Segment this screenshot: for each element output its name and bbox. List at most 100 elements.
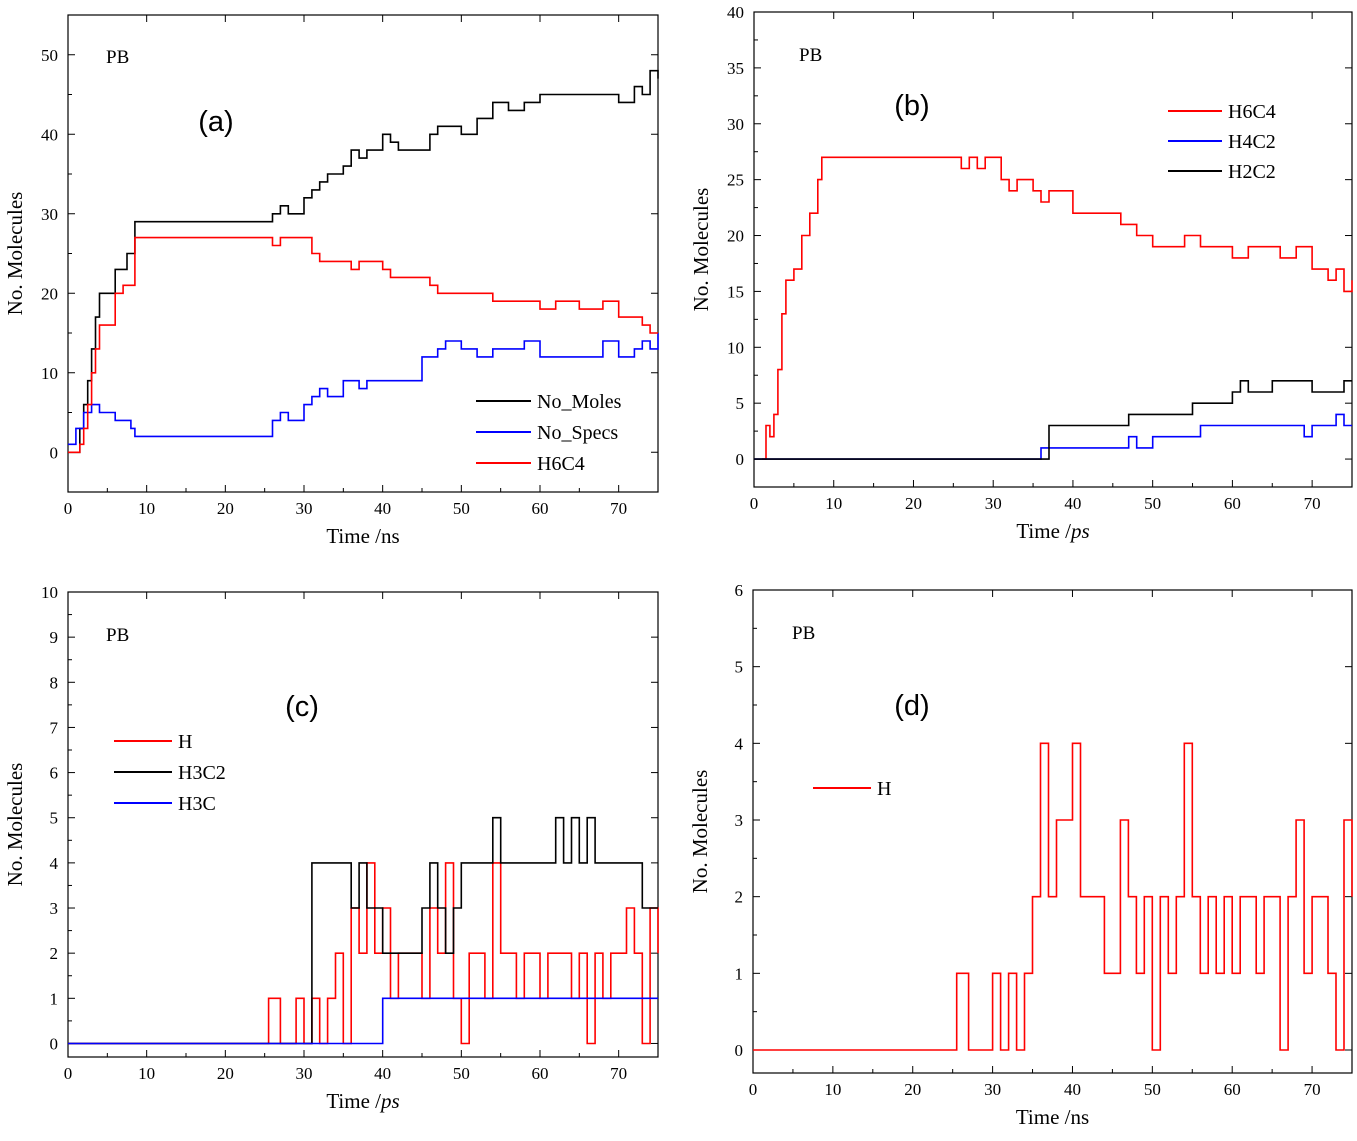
x-tick-label: 0 (750, 494, 759, 513)
y-axis-title: No. Molecules (3, 763, 27, 887)
y-tick-label: 5 (736, 394, 745, 413)
x-tick-label: 40 (374, 1064, 391, 1083)
x-tick-label: 30 (296, 1064, 313, 1083)
y-tick-label: 0 (735, 1041, 744, 1060)
x-tick-label: 40 (1064, 494, 1081, 513)
x-tick-label: 70 (610, 1064, 627, 1083)
x-tick-label: 50 (1144, 494, 1161, 513)
x-tick-label: 40 (374, 499, 391, 518)
y-tick-label: 20 (727, 227, 744, 246)
legend-label-h: H (178, 731, 192, 753)
y-tick-label: 4 (735, 734, 744, 753)
x-axis-title: Time /ns (326, 524, 399, 548)
x-tick-label: 60 (532, 499, 549, 518)
y-tick-label: 40 (727, 3, 744, 22)
x-tick-label: 60 (532, 1064, 549, 1083)
panel-tag: PB (106, 625, 129, 646)
x-tick-label: 0 (64, 1064, 73, 1083)
legend-label-h2c2: H2C2 (1228, 161, 1276, 183)
panel-tag: PB (792, 623, 815, 644)
y-tick-label: 0 (50, 443, 59, 462)
y-tick-label: 50 (41, 46, 58, 65)
x-tick-label: 10 (138, 499, 155, 518)
series-line-h (753, 742, 1353, 1051)
y-tick-label: 5 (50, 809, 59, 828)
y-tick-label: 10 (727, 338, 744, 357)
x-tick-label: 20 (217, 1064, 234, 1083)
x-tick-label: 70 (1304, 1080, 1321, 1099)
x-tick-label: 70 (1304, 494, 1321, 513)
x-tick-label: 30 (296, 499, 313, 518)
y-axis-title: No. Molecules (688, 770, 712, 894)
y-tick-label: 20 (41, 284, 58, 303)
y-tick-label: 8 (50, 673, 59, 692)
legend-label-h: H (877, 778, 891, 800)
y-tick-label: 6 (735, 581, 744, 600)
panel-tag: PB (106, 47, 129, 68)
legend-label-h6c4: H6C4 (1228, 101, 1276, 123)
y-tick-label: 7 (50, 718, 59, 737)
legend-label-h3c2: H3C2 (178, 762, 226, 784)
plot-frame (67, 591, 659, 1058)
x-axis-title: Time /ns (1016, 1105, 1089, 1129)
x-tick-label: 20 (217, 499, 234, 518)
legend-label-no-moles: No_Moles (537, 391, 622, 413)
plot-frame (752, 589, 1353, 1074)
x-tick-label: 50 (453, 499, 470, 518)
x-tick-label: 10 (138, 1064, 155, 1083)
panel-tag: PB (799, 45, 822, 66)
y-tick-label: 1 (50, 989, 59, 1008)
y-tick-label: 30 (727, 115, 744, 134)
x-tick-label: 10 (824, 1080, 841, 1099)
x-tick-label: 10 (825, 494, 842, 513)
panel-letter: (a) (198, 106, 233, 138)
x-tick-label: 30 (985, 494, 1002, 513)
y-tick-label: 2 (50, 944, 59, 963)
x-tick-label: 40 (1064, 1080, 1081, 1099)
x-axis-title-main: Time / (326, 1089, 381, 1113)
y-axis-title: No. Molecules (689, 188, 713, 312)
x-axis-title: Time /ps (1016, 519, 1089, 543)
y-tick-label: 9 (50, 628, 59, 647)
y-tick-label: 40 (41, 125, 58, 144)
series-line-h (68, 862, 659, 1045)
panel-letter: (c) (285, 691, 319, 723)
x-axis-title-unit: ps (1069, 519, 1090, 543)
panel-letter: (b) (894, 90, 929, 122)
y-tick-label: 10 (41, 364, 58, 383)
panel-letter: (d) (894, 690, 929, 722)
y-tick-label: 25 (727, 171, 744, 190)
y-tick-label: 3 (50, 899, 59, 918)
y-tick-label: 0 (736, 450, 745, 469)
y-tick-label: 6 (50, 764, 59, 783)
x-tick-label: 0 (749, 1080, 758, 1099)
plot-frame (753, 11, 1353, 488)
y-tick-label: 30 (41, 205, 58, 224)
plot-frame (67, 14, 659, 493)
x-tick-label: 0 (64, 499, 73, 518)
series-line-h4c2 (754, 413, 1352, 460)
x-tick-label: 70 (610, 499, 627, 518)
y-tick-label: 35 (727, 59, 744, 78)
x-tick-label: 20 (904, 1080, 921, 1099)
legend-label-no-specs: No_Specs (537, 422, 618, 444)
x-tick-label: 60 (1224, 1080, 1241, 1099)
series-line-h3c (68, 997, 658, 1045)
series-line-h6c4 (68, 236, 658, 454)
x-axis-title-main: Time / (1016, 519, 1071, 543)
chart-panel-a: 0 10 20 30 40 50 60 70 0 10 20 30 40 50 Time /ns No. Mo… (3, 14, 659, 548)
y-tick-label: 10 (41, 583, 58, 602)
y-tick-label: 0 (50, 1034, 59, 1053)
x-tick-label: 20 (905, 494, 922, 513)
series-line-h3c2 (68, 816, 658, 1045)
y-tick-label: 5 (735, 658, 744, 677)
chart-panel-b: 0 10 20 30 40 50 60 70 0 5 10 15 20 25 30 35 40 Time /ps N… (689, 3, 1353, 543)
x-tick-label: 30 (984, 1080, 1001, 1099)
y-tick-label: 2 (735, 888, 744, 907)
y-tick-label: 1 (735, 964, 744, 983)
legend-label-h4c2: H4C2 (1228, 131, 1276, 153)
chart-panel-c: 0 10 20 30 40 50 60 70 0 1 2 3 4 5 6 7 8 9 10 Time /ps No. M… (3, 583, 659, 1113)
y-axis-title: No. Molecules (3, 192, 27, 316)
series-line-h6c4 (762, 156, 1353, 460)
